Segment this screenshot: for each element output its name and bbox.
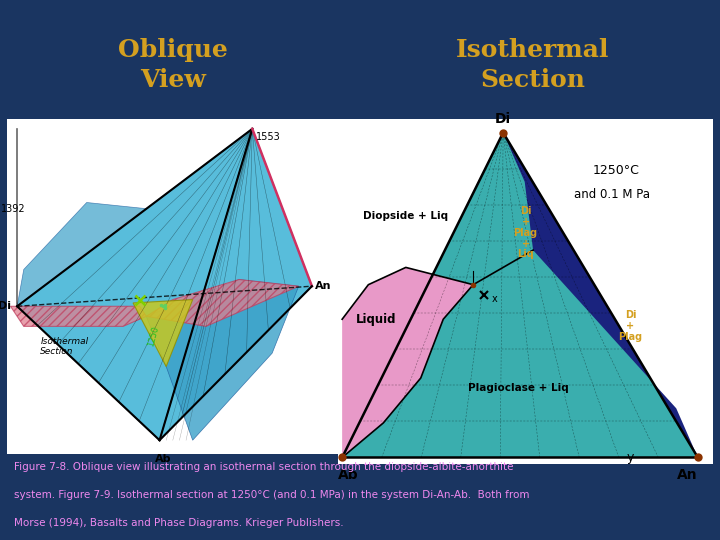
Text: An: An	[315, 281, 332, 291]
Polygon shape	[342, 133, 698, 457]
Polygon shape	[160, 129, 312, 440]
Text: An: An	[678, 468, 698, 482]
Text: Ab: Ab	[338, 468, 359, 482]
Text: Morse (1994), Basalts and Phase Diagrams. Krieger Publishers.: Morse (1994), Basalts and Phase Diagrams…	[14, 517, 344, 528]
Text: x: x	[492, 294, 498, 304]
Polygon shape	[11, 306, 146, 326]
Polygon shape	[146, 280, 299, 440]
Polygon shape	[146, 280, 299, 326]
Polygon shape	[503, 133, 698, 457]
Text: Oblique
View: Oblique View	[118, 38, 228, 92]
Text: Di: Di	[495, 112, 511, 126]
Polygon shape	[17, 202, 146, 306]
Text: 1250°C: 1250°C	[593, 164, 640, 177]
Text: Isothermal
Section: Isothermal Section	[456, 38, 610, 92]
Text: Di
+
Plag: Di + Plag	[618, 310, 642, 342]
Text: Liquid: Liquid	[356, 313, 396, 326]
Text: Figure 7-8. Oblique view illustrating an isothermal section through the diopside: Figure 7-8. Oblique view illustrating an…	[14, 462, 514, 472]
Text: Diopside + Liq: Diopside + Liq	[363, 211, 449, 220]
Text: Di: Di	[0, 301, 11, 311]
Text: system. Figure 7-9. Isothermal section at 1250°C (and 0.1 MPa) in the system Di-: system. Figure 7-9. Isothermal section a…	[14, 490, 530, 500]
Text: 1250: 1250	[146, 325, 160, 348]
Polygon shape	[133, 300, 193, 367]
Text: y: y	[626, 451, 634, 464]
Polygon shape	[342, 267, 473, 457]
Text: 1392: 1392	[1, 204, 25, 214]
Text: Di
+
Plag
+
Liq: Di + Plag + Liq	[513, 206, 538, 259]
Text: and 0.1 M Pa: and 0.1 M Pa	[575, 188, 650, 201]
Text: Plagioclase + Liq: Plagioclase + Liq	[468, 383, 569, 393]
Polygon shape	[17, 129, 252, 440]
Text: Ab: Ab	[155, 454, 171, 464]
Text: 1553: 1553	[256, 132, 280, 142]
Text: Isothermal
Section: Isothermal Section	[40, 337, 89, 356]
